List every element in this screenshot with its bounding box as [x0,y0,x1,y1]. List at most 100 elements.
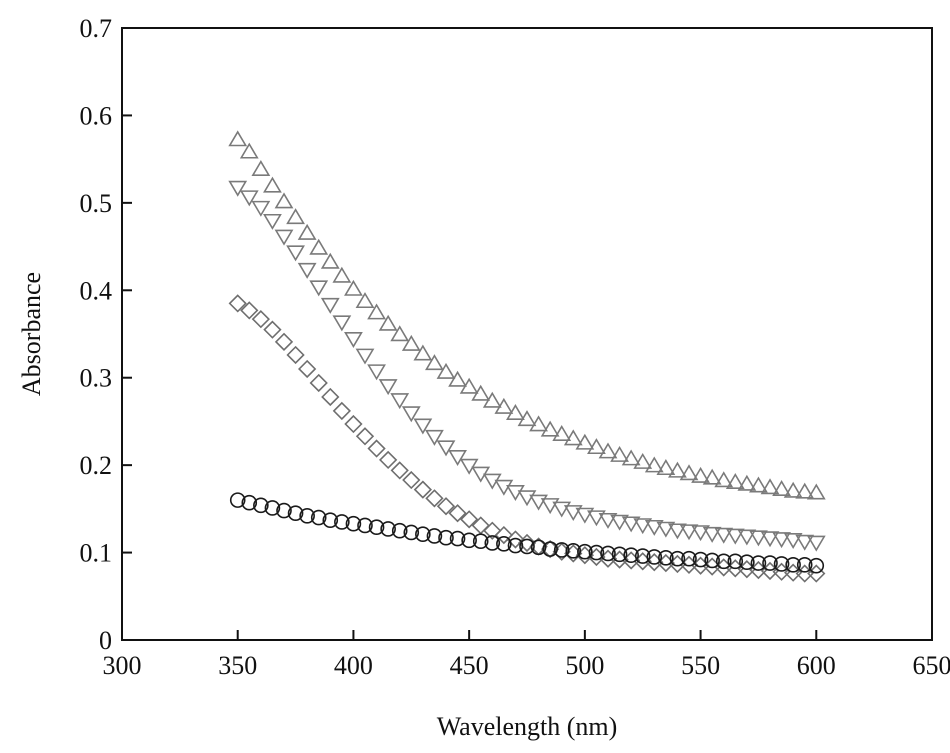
data-point [263,176,282,193]
data-point [367,364,386,381]
data-point [806,535,826,552]
data-point [634,548,651,564]
data-point [438,529,454,546]
data-point [656,521,676,538]
series-triangle-up [228,130,826,500]
data-point [229,492,246,508]
data-point [355,292,375,309]
data-point [344,414,363,434]
data-point [436,440,456,457]
data-point [702,468,722,485]
data-point [286,208,305,225]
data-point [681,550,697,567]
data-point [263,213,282,230]
data-point [332,266,352,283]
data-point [448,449,467,466]
data-point [263,320,282,339]
data-point [772,532,791,549]
data-point [390,393,410,410]
data-point [517,410,537,427]
data-point [426,528,443,544]
data-point [251,310,270,329]
data-point [484,535,501,551]
data-point [299,508,315,524]
data-point [552,424,572,441]
data-point [587,438,606,455]
series-circle [229,492,825,574]
data-point [286,245,305,262]
data-point [644,456,664,473]
data-point [621,449,641,466]
data-point [332,401,351,421]
data-point [228,130,248,147]
data-point [610,514,629,531]
data-point [750,555,767,571]
x-axis-title: Wavelength (nm) [437,712,618,741]
y-tick-label: 0.2 [80,451,113,480]
data-point [679,464,699,481]
data-point [472,533,489,550]
data-point [401,334,421,351]
data-point [517,533,537,553]
data-point [368,519,385,536]
data-point [714,471,734,488]
data-point [355,427,375,446]
data-point [565,543,582,559]
y-tick-label: 0.3 [80,364,113,393]
data-point [459,458,479,475]
data-point [600,545,616,562]
data-point [276,502,292,519]
data-point [239,190,259,207]
data-series [228,130,826,583]
data-point [378,379,398,396]
data-point [320,297,340,314]
data-point [494,525,513,545]
data-point [309,373,328,393]
data-point [297,223,317,240]
data-point [345,515,362,532]
x-tick-label: 600 [797,651,836,680]
data-point [228,180,248,197]
data-point [530,539,547,556]
data-point [668,523,687,540]
data-point [669,550,686,567]
data-point [658,550,674,566]
data-point [575,433,595,450]
data-point [563,505,583,522]
data-point [425,429,444,446]
data-point [322,512,339,529]
x-tick-label: 400 [334,651,373,680]
data-point [413,418,433,435]
data-point [529,415,548,432]
data-point [796,557,813,573]
data-point [494,397,514,414]
x-tick-label: 350 [218,651,257,680]
data-point [459,377,479,394]
data-point [783,481,803,498]
y-tick-label: 0.1 [80,539,113,568]
y-tick-label: 0.5 [80,189,113,218]
y-tick-label: 0 [99,626,112,655]
data-point [309,280,329,297]
data-point [737,474,757,491]
data-point [436,497,456,516]
data-point [367,439,386,458]
data-point [691,525,710,542]
data-point [380,521,396,537]
data-point [240,301,259,320]
data-point [656,459,676,476]
data-point [783,533,803,550]
data-point [577,543,593,560]
data-point [795,534,815,551]
x-tick-label: 550 [681,651,720,680]
data-point [482,391,502,408]
data-point [633,452,653,469]
data-point [334,514,350,530]
data-point [808,557,825,574]
data-point [425,354,444,371]
data-point [563,429,583,446]
data-point [436,362,456,379]
data-point [309,238,329,255]
y-tick-label: 0.6 [80,101,113,130]
data-point [448,504,467,523]
